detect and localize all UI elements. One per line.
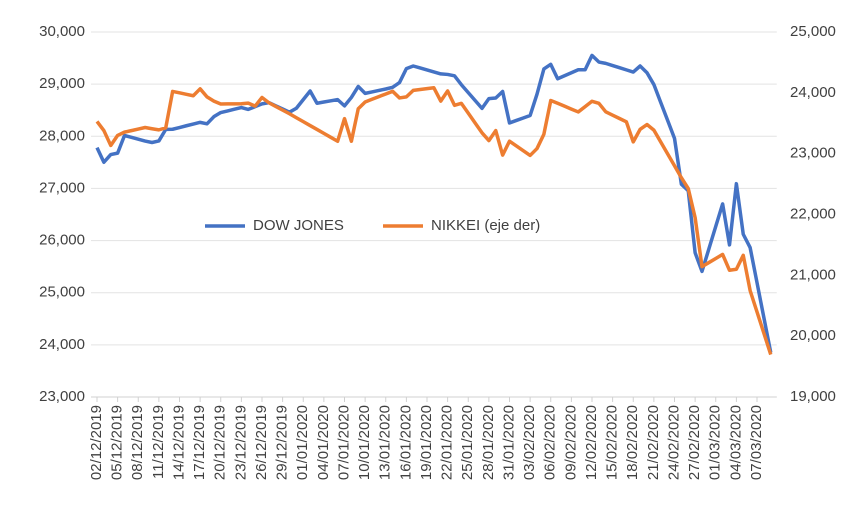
x-tick-label: 21/02/2020 (645, 405, 662, 480)
y2-tick-label: 22,000 (790, 205, 836, 222)
y2-tick-label: 20,000 (790, 327, 836, 344)
y-tick-label: 26,000 (39, 232, 85, 249)
x-tick-label: 10/01/2020 (356, 405, 373, 480)
x-tick-label: 07/03/2020 (748, 405, 765, 480)
legend-label: NIKKEI (eje der) (431, 217, 540, 234)
y2-tick-label: 24,000 (790, 84, 836, 101)
y2-tick-label: 23,000 (790, 145, 836, 162)
y2-tick-label: 21,000 (790, 266, 836, 283)
x-tick-label: 20/12/2019 (212, 405, 229, 480)
x-tick-label: 04/03/2020 (727, 405, 744, 480)
x-tick-label: 27/02/2020 (686, 405, 703, 480)
x-tick-label: 16/01/2020 (397, 405, 414, 480)
x-tick-label: 14/12/2019 (170, 405, 187, 480)
y-tick-label: 24,000 (39, 336, 85, 353)
x-tick-label: 12/02/2020 (583, 405, 600, 480)
x-tick-label: 04/01/2020 (315, 405, 332, 480)
x-tick-label: 22/01/2020 (439, 405, 456, 480)
y-tick-label: 23,000 (39, 388, 85, 405)
x-tick-label: 08/12/2019 (129, 405, 146, 480)
series-line (95, 86, 773, 356)
legend-label: DOW JONES (253, 217, 344, 234)
x-tick-label: 05/12/2019 (109, 405, 126, 480)
x-tick-label: 15/02/2020 (604, 405, 621, 480)
x-tick-label: 13/01/2020 (377, 405, 394, 480)
y-tick-label: 28,000 (39, 127, 85, 144)
y2-tick-label: 19,000 (790, 388, 836, 405)
x-tick-label: 25/01/2020 (459, 405, 476, 480)
y2-tick-label: 25,000 (790, 23, 836, 40)
x-tick-label: 29/12/2019 (274, 405, 291, 480)
x-tick-label: 23/12/2019 (232, 405, 249, 480)
y-tick-label: 25,000 (39, 284, 85, 301)
x-tick-label: 28/01/2020 (480, 405, 497, 480)
x-tick-label: 01/01/2020 (294, 405, 311, 480)
y-tick-label: 30,000 (39, 23, 85, 40)
x-tick-label: 31/01/2020 (500, 405, 517, 480)
x-tick-label: 18/02/2020 (624, 405, 641, 480)
x-tick-label: 07/01/2020 (335, 405, 352, 480)
x-tick-label: 19/01/2020 (418, 405, 435, 480)
series-line (95, 53, 773, 353)
x-tick-label: 26/12/2019 (253, 405, 270, 480)
y-tick-label: 27,000 (39, 179, 85, 196)
x-tick-label: 17/12/2019 (191, 405, 208, 480)
x-tick-label: 09/02/2020 (562, 405, 579, 480)
x-tick-label: 24/02/2020 (665, 405, 682, 480)
x-tick-label: 01/03/2020 (707, 405, 724, 480)
x-tick-label: 02/12/2019 (88, 405, 105, 480)
x-tick-label: 06/02/2020 (542, 405, 559, 480)
x-tick-label: 11/12/2019 (150, 405, 167, 479)
y-tick-label: 29,000 (39, 75, 85, 92)
x-tick-label: 03/02/2020 (521, 405, 538, 480)
